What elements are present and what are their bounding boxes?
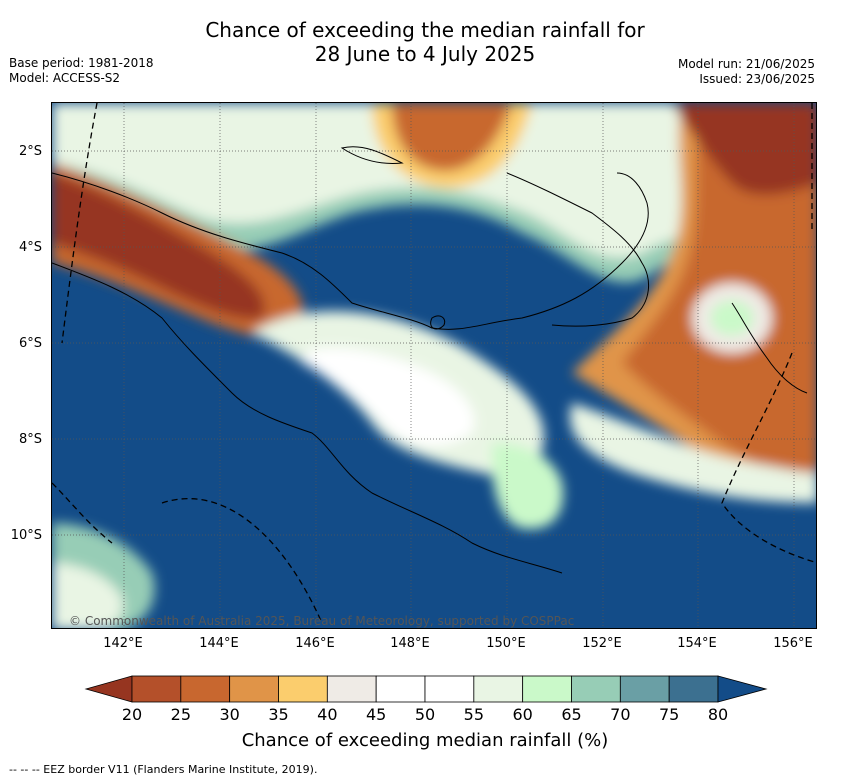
meta-right: Model run: 21/06/2025 Issued: 23/06/2025 [678,57,815,87]
eez-borders [52,103,816,624]
colorbar-tick-label: 45 [365,705,387,724]
colorbar-tick-label: 55 [463,705,485,724]
issued-date: Issued: 23/06/2025 [699,72,815,86]
lat-label-2s: 2°S [18,144,42,159]
lon-label-142e: 142°E [103,636,143,651]
colorbar-cell [619,675,670,703]
eez-footnote: -- -- -- EEZ border V11 (Flanders Marine… [9,763,318,776]
lon-label-148e: 148°E [390,636,430,651]
base-period: Base period: 1981-2018 [9,56,154,70]
colorbar-cell [180,675,231,703]
colorbar [84,675,768,703]
colorbar-tick-label: 80 [707,705,729,724]
colorbar-cell [668,675,719,703]
lon-label-144e: 144°E [199,636,239,651]
meta-left: Base period: 1981-2018 Model: ACCESS-S2 [9,56,154,86]
coastlines [52,146,808,574]
lat-label-4s: 4°S [18,240,42,255]
map-area [51,102,817,629]
colorbar-tick-label: 35 [268,705,289,724]
colorbar-tick-label: 50 [414,705,436,724]
lon-label-154e: 154°E [677,636,717,651]
colorbar-tick-label: 30 [219,705,240,724]
colorbar-tick-label: 40 [317,705,338,724]
title-line-2: 28 June to 4 July 2025 [314,42,536,66]
colorbar-cell [522,675,572,703]
colorbar-tick-label: 60 [512,705,533,724]
map-title: Chance of exceeding the median rainfall … [0,18,850,66]
map-canvas [52,103,816,628]
colorbar-label: Chance of exceeding median rainfall (%) [241,730,609,751]
colorbar-tick-label: 75 [658,705,680,724]
model-name: Model: ACCESS-S2 [9,71,121,85]
colorbar-tick-label: 65 [561,705,582,724]
colorbar-extend-low [84,675,133,703]
lon-label-152e: 152°E [582,636,622,651]
colorbar-extend-high [717,675,768,703]
lat-label-8s: 8°S [18,432,42,447]
colorbar-tick-label: 20 [121,705,143,724]
probability-shading [52,103,816,628]
colorbar-cells [84,675,768,703]
lon-label-150e: 150°E [486,636,526,651]
graticule [52,103,816,628]
lat-label-6s: 6°S [18,336,42,351]
model-run: Model run: 21/06/2025 [677,57,815,71]
lat-label-10s: 10°S [10,528,42,543]
colorbar-cell [473,675,524,703]
copyright-notice: © Commonwealth of Australia 2025, Bureau… [69,614,575,628]
colorbar-cell [278,675,328,703]
colorbar-cell [375,675,426,703]
colorbar-cell [326,675,377,703]
colorbar-cell [424,675,475,703]
colorbar-cell [571,675,621,703]
colorbar-tick-label: 25 [170,705,192,724]
lon-label-146e: 146°E [295,636,335,651]
lon-label-156e: 156°E [773,636,813,651]
colorbar-tick-label: 70 [610,705,631,724]
title-line-1: Chance of exceeding the median rainfall … [205,18,645,42]
colorbar-cell [229,675,279,703]
colorbar-cell [131,675,182,703]
